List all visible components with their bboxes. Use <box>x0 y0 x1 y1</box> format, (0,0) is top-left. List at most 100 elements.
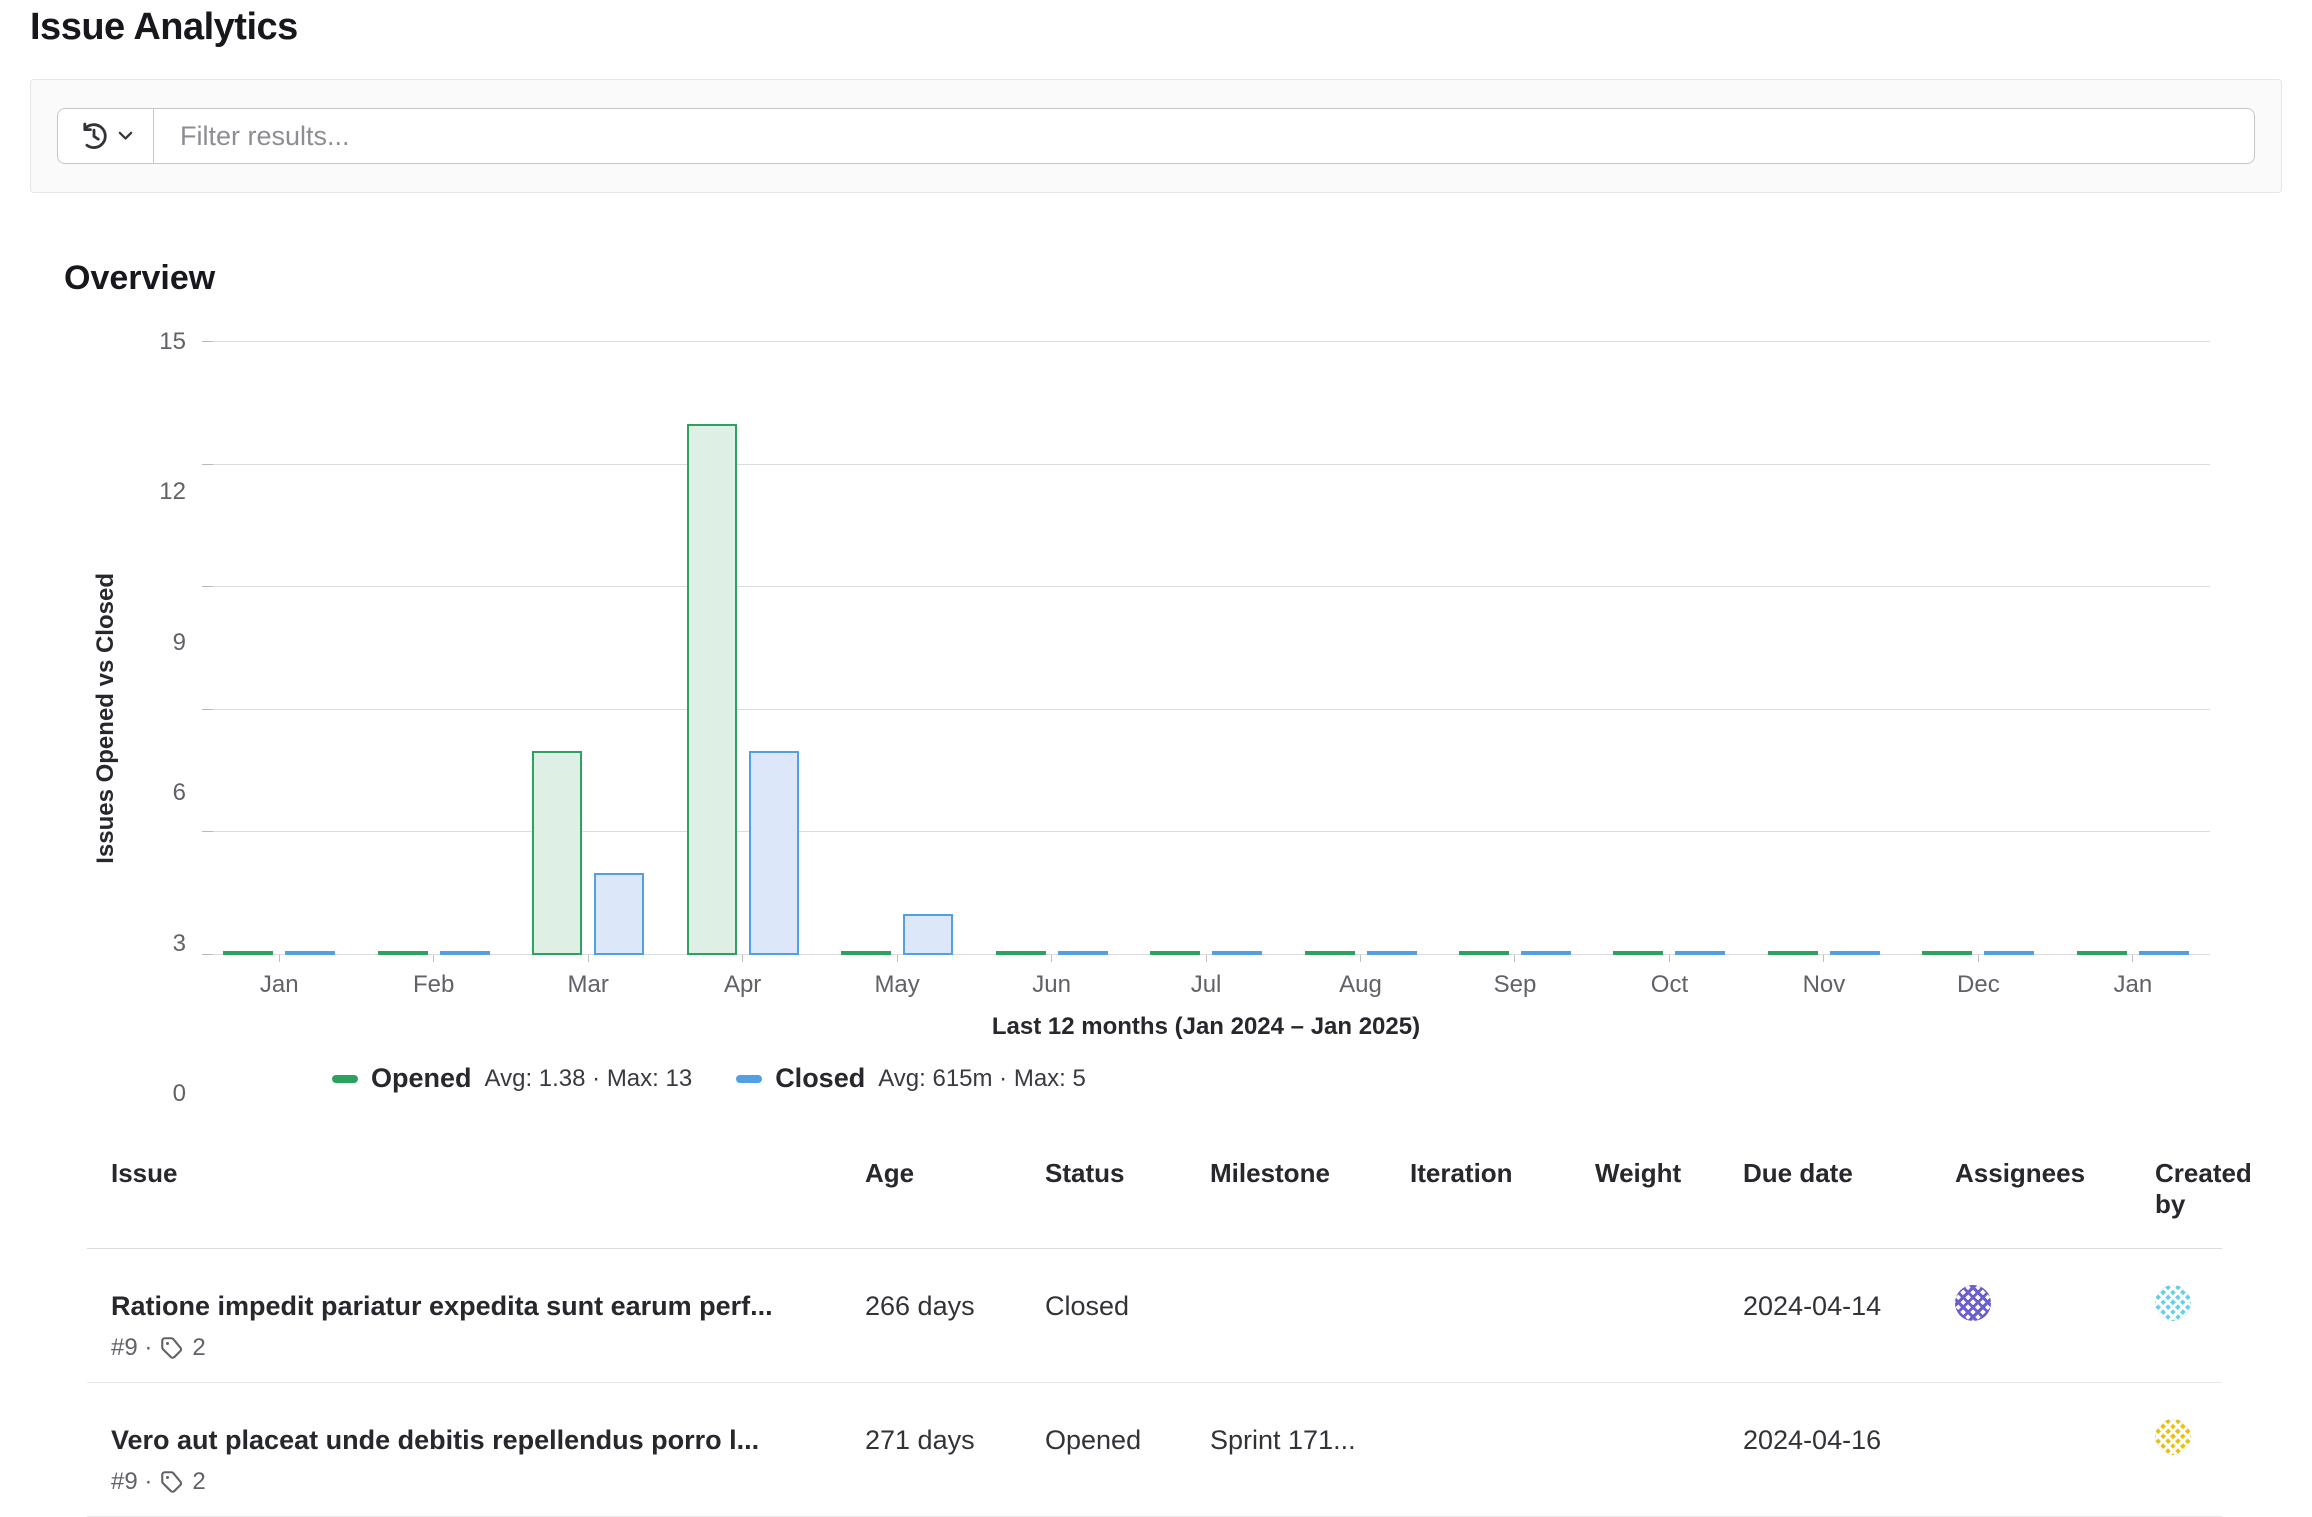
filter-panel <box>30 79 2282 193</box>
x-tick <box>1360 955 1362 962</box>
x-axis-slot-4: May <box>820 955 974 999</box>
legend-opened-stats: Avg: 1.38 · Max: 13 <box>484 1064 693 1092</box>
col-header-created-by: Created by <box>2155 1158 2252 1219</box>
label-tag-icon <box>160 1336 184 1360</box>
x-axis-slot-7: Aug <box>1283 955 1437 999</box>
created-by-avatar[interactable] <box>2155 1285 2191 1321</box>
label-tag-icon <box>160 1470 184 1494</box>
bar-closed-7 <box>1366 951 1417 955</box>
y-tick-label-15: 15 <box>159 328 186 355</box>
cell-iteration <box>1410 1249 1595 1311</box>
table-header-row: Issue Age Status Milestone Iteration Wei… <box>87 1144 2252 1249</box>
filter-results-input[interactable] <box>154 109 2254 163</box>
x-tick <box>1205 955 1207 962</box>
month-slot-0 <box>202 342 356 955</box>
x-tick <box>1514 955 1516 962</box>
col-header-weight: Weight <box>1595 1158 1682 1188</box>
legend-closed-stats: Avg: 615m · Max: 5 <box>878 1064 1086 1092</box>
x-axis-slot-12: Jan <box>2056 955 2210 999</box>
month-slot-4 <box>820 342 974 955</box>
x-tick-label-2: Mar <box>567 971 609 998</box>
bar-closed-12 <box>2138 951 2189 955</box>
month-slot-8 <box>1438 342 1592 955</box>
cell-due-date: 2024-04-14 <box>1743 1291 1882 1321</box>
month-slot-3 <box>665 342 819 955</box>
legend-closed-label: Closed <box>775 1063 866 1093</box>
legend-opened-label: Opened <box>371 1063 472 1093</box>
table-row: Ratione impedit pariatur expedita sunt e… <box>87 1249 2222 1383</box>
x-tick-label-12: Jan <box>2113 971 2153 998</box>
gridline-15 <box>202 341 2210 342</box>
y-tick-label-0: 0 <box>172 1080 186 1107</box>
month-slot-10 <box>1747 342 1901 955</box>
bar-closed-9 <box>1675 951 1726 955</box>
cell-iteration <box>1410 1383 1595 1445</box>
x-tick-label-0: Jan <box>259 971 299 998</box>
x-tick-label-7: Aug <box>1339 971 1382 998</box>
x-tick-label-5: Jun <box>1032 971 1071 998</box>
month-slot-1 <box>356 342 510 955</box>
chart-x-axis: Jan Feb Mar Apr May Jun Jul Aug Sep Oct Nov Dec Jan <box>202 955 2210 999</box>
bar-opened-5 <box>995 951 1046 955</box>
created-by-avatar[interactable] <box>2155 1419 2191 1455</box>
legend-item-opened[interactable]: Opened Avg: 1.38 · Max: 13 <box>332 1063 692 1094</box>
x-tick-label-8: Sep <box>1493 971 1537 998</box>
x-tick-label-4: May <box>874 971 920 998</box>
closed-swatch <box>736 1074 763 1083</box>
issues-table: Issue Age Status Milestone Iteration Wei… <box>87 1144 2252 1517</box>
bar-closed-1 <box>439 951 490 955</box>
x-tick <box>742 955 744 962</box>
x-axis-slot-1: Feb <box>356 955 510 999</box>
x-axis-slot-10: Nov <box>1747 955 1901 999</box>
issue-meta: #9 · 2 <box>111 1468 855 1496</box>
x-tick-label-10: Nov <box>1802 971 1846 998</box>
issue-title-link[interactable]: Vero aut placeat unde debitis repellendu… <box>111 1425 760 1455</box>
bar-opened-1 <box>377 951 428 955</box>
issue-meta: #9 · 2 <box>111 1334 855 1362</box>
chart-x-axis-title: Last 12 months (Jan 2024 – Jan 2025) <box>991 1013 1421 1040</box>
bar-closed-10 <box>1829 951 1880 955</box>
col-header-status: Status <box>1045 1158 1125 1188</box>
bar-opened-11 <box>1922 951 1973 955</box>
bar-closed-5 <box>1057 951 1108 955</box>
x-tick <box>587 955 589 962</box>
filter-history-button[interactable] <box>58 109 154 163</box>
x-tick <box>433 955 435 962</box>
chevron-down-icon <box>118 131 133 141</box>
legend-item-closed[interactable]: Closed Avg: 615m · Max: 5 <box>736 1063 1086 1094</box>
x-tick <box>1977 955 1979 962</box>
gridline-9 <box>202 586 2210 588</box>
cell-age: 266 days <box>865 1291 975 1321</box>
bar-opened-3 <box>686 423 737 955</box>
cell-weight <box>1595 1383 1743 1445</box>
month-slot-9 <box>1592 342 1746 955</box>
issue-title-link[interactable]: Ratione impedit pariatur expedita sunt e… <box>111 1291 773 1321</box>
bar-closed-3 <box>748 750 799 955</box>
table-row: Vero aut placeat unde debitis repellendu… <box>87 1383 2222 1517</box>
x-tick <box>896 955 898 962</box>
assignee-avatar[interactable] <box>1955 1285 1991 1321</box>
bar-opened-9 <box>1613 951 1664 955</box>
col-header-iteration: Iteration <box>1410 1158 1513 1188</box>
issue-label-count: 2 <box>192 1334 206 1361</box>
bar-opened-4 <box>841 951 892 955</box>
x-tick <box>2132 955 2134 962</box>
x-axis-slot-6: Jul <box>1129 955 1283 999</box>
bar-closed-2 <box>594 873 645 955</box>
history-icon <box>79 121 109 151</box>
month-slot-11 <box>1901 342 2055 955</box>
opened-swatch <box>332 1074 358 1083</box>
bar-opened-2 <box>532 750 583 955</box>
x-axis-slot-2: Mar <box>511 955 665 999</box>
bar-closed-0 <box>285 951 336 955</box>
bar-closed-11 <box>1984 951 2035 955</box>
gridline-0 <box>202 954 2210 955</box>
cell-age: 271 days <box>865 1425 975 1455</box>
chart-y-labels: 0 3 6 9 12 15 <box>126 328 202 1107</box>
y-tick-label-9: 9 <box>172 628 186 656</box>
x-axis-slot-3: Apr <box>665 955 819 999</box>
month-slot-6 <box>1129 342 1283 955</box>
gridline-6 <box>202 708 2210 710</box>
month-slot-5 <box>974 342 1128 955</box>
